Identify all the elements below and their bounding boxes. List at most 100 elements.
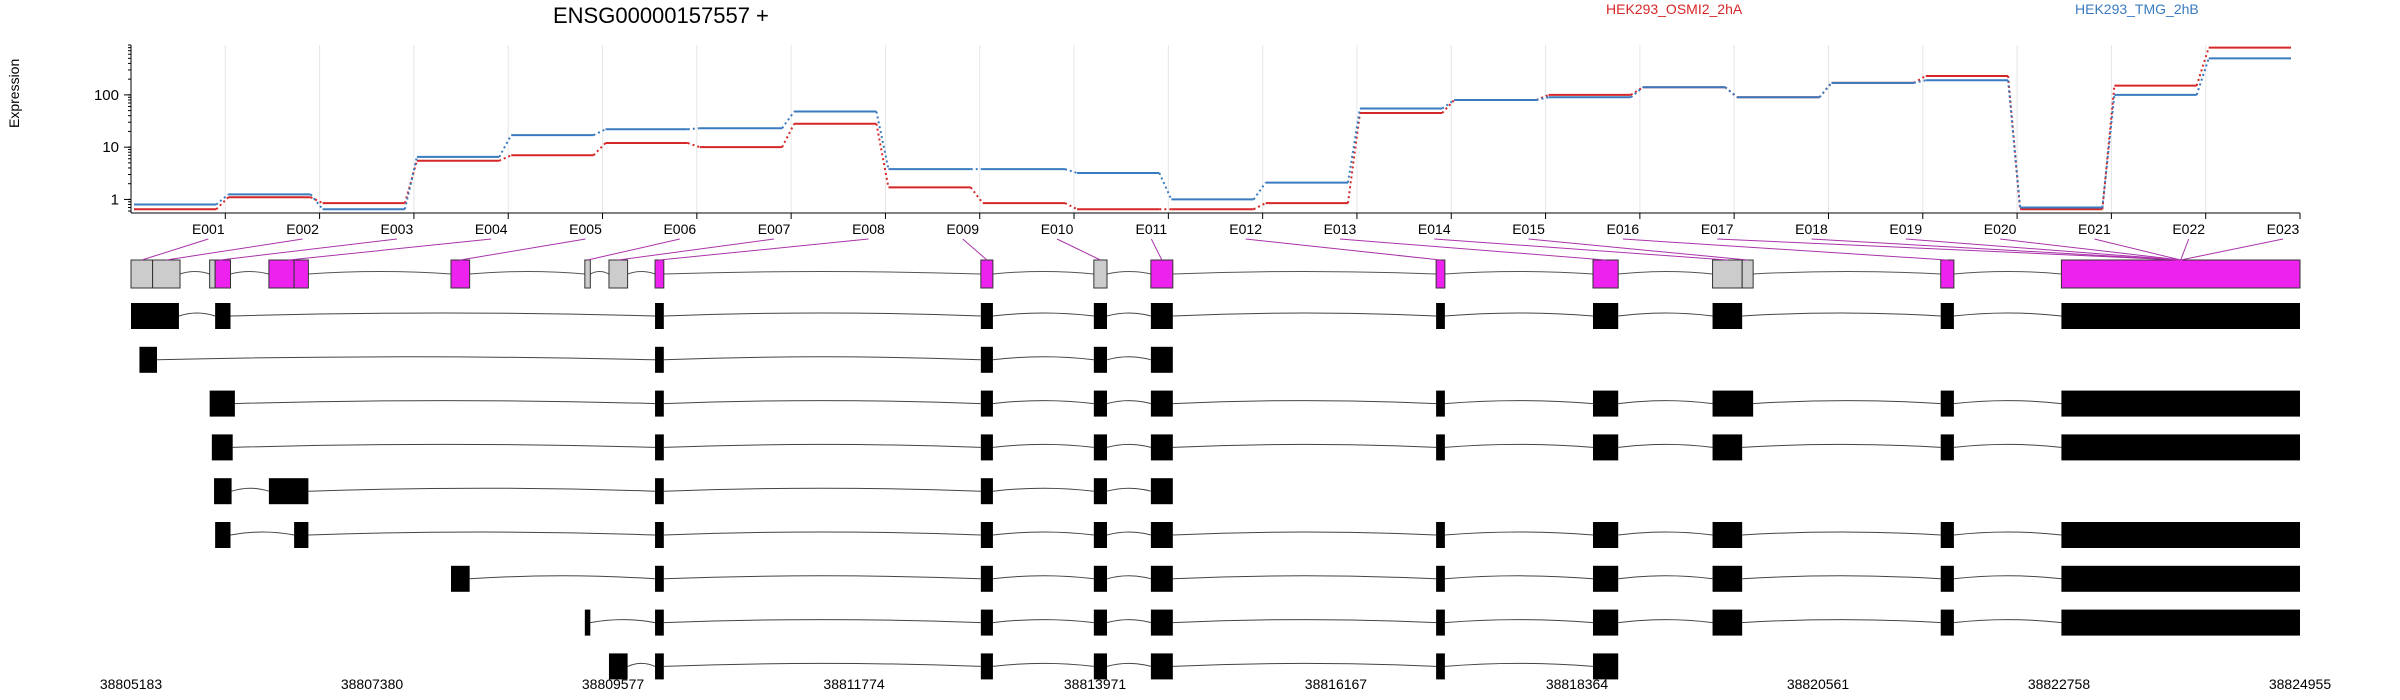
- x-tick-label: E001: [192, 221, 225, 237]
- transcript-intron: [1444, 619, 1594, 624]
- transcript-exon: [1712, 390, 1754, 417]
- transcript-intron: [1172, 312, 1437, 317]
- transcript-exon: [2061, 434, 2300, 461]
- transcript-intron: [1106, 662, 1152, 667]
- series-1-connector: [2195, 47, 2210, 86]
- series-1-connector: [592, 142, 607, 156]
- exon-model-box: [584, 259, 591, 289]
- transcript-intron: [1106, 575, 1152, 580]
- gene-title: ENSG00000157557 +: [553, 3, 769, 28]
- series-2-connector: [1158, 172, 1173, 200]
- transcript-intron: [1444, 443, 1594, 448]
- legend-entry-1: HEK293_OSMI2_2hA: [1606, 1, 1743, 17]
- genomic-tick-label: 38805183: [100, 676, 163, 692]
- exon-connector-line: [2094, 238, 2181, 261]
- series-1-connector: [2007, 75, 2022, 210]
- genomic-tick-label: 38818364: [1546, 676, 1609, 692]
- transcript-exon: [1150, 434, 1173, 461]
- transcript-exon: [2061, 565, 2300, 592]
- transcript-exon: [1940, 303, 1954, 329]
- series-2-connector: [875, 111, 890, 170]
- series-1-connector: [1536, 93, 1549, 101]
- transcript-intron: [663, 531, 981, 536]
- transcript-exon: [1093, 390, 1108, 417]
- transcript-intron: [1172, 619, 1437, 624]
- transcript-intron: [1444, 312, 1594, 317]
- intron-line: [1172, 271, 1437, 275]
- transcript-intron: [992, 662, 1094, 667]
- transcript-intron: [1742, 443, 1941, 448]
- transcript-exon: [1150, 522, 1173, 548]
- transcript-intron: [1953, 531, 2062, 536]
- transcript-intron: [1953, 400, 2062, 405]
- y-tick-label: 10: [102, 139, 119, 156]
- transcript-exon: [1592, 522, 1619, 548]
- transcript-exon: [980, 390, 993, 417]
- x-tick-label: E015: [1512, 221, 1545, 237]
- exon-model-box: [1712, 259, 1743, 289]
- y-tick-label: 100: [94, 87, 119, 104]
- series-2-connector: [781, 110, 795, 129]
- series-1-connector: [1064, 202, 1078, 211]
- transcript-intron: [992, 531, 1094, 536]
- series-1-connector: [781, 123, 796, 148]
- intron-line: [663, 271, 981, 275]
- transcript-exon: [1093, 609, 1108, 636]
- transcript-intron: [1953, 312, 2062, 317]
- transcript-exon: [1436, 522, 1445, 548]
- transcript-intron: [663, 312, 981, 317]
- transcript-intron: [992, 356, 1094, 361]
- exon-model-box: [214, 259, 231, 289]
- transcript-exon: [584, 609, 591, 636]
- transcript-intron: [469, 575, 656, 580]
- exon-connector-line: [2180, 238, 2190, 261]
- transcript-exon: [1712, 522, 1743, 548]
- transcript-intron: [992, 575, 1094, 580]
- transcript-exon: [1093, 478, 1108, 505]
- intron-line: [1618, 271, 1713, 275]
- transcript-exon: [980, 434, 993, 461]
- series-1-connector: [1253, 202, 1267, 211]
- intron-line: [1106, 271, 1152, 275]
- transcript-intron: [1106, 312, 1152, 317]
- x-tick-label: E003: [381, 221, 414, 237]
- x-tick-label: E002: [286, 221, 319, 237]
- transcript-exon: [1940, 609, 1954, 636]
- x-tick-label: E021: [2078, 221, 2111, 237]
- transcript-intron: [992, 487, 1094, 492]
- transcript-exon: [1436, 303, 1445, 329]
- transcript-exon: [1093, 303, 1108, 329]
- series-2-connector: [1064, 168, 1078, 174]
- series-1-connector: [310, 196, 324, 205]
- transcript-intron: [1444, 400, 1594, 405]
- transcript-exon: [211, 434, 233, 461]
- exon-model-box: [1150, 259, 1174, 289]
- genomic-tick-label: 38822758: [2028, 676, 2091, 692]
- exon-connector-line: [288, 238, 492, 261]
- transcript-intron: [1953, 575, 2062, 580]
- exon-connector-line: [1528, 238, 1748, 261]
- series-2-connector: [2195, 58, 2210, 96]
- transcript-exon: [655, 303, 664, 329]
- exon-model-box: [654, 259, 665, 289]
- transcript-intron: [1742, 312, 1941, 317]
- genomic-tick-label: 38816167: [1305, 676, 1368, 692]
- genomic-tick-label: 38809577: [582, 676, 645, 692]
- exon-connector-line: [1150, 238, 1163, 261]
- exon-connector-line: [1245, 238, 1441, 261]
- transcript-intron: [1953, 443, 2062, 448]
- transcript-exon: [1592, 434, 1619, 461]
- transcript-intron: [1106, 443, 1152, 448]
- transcript-exon: [980, 303, 993, 329]
- transcript-exon: [2061, 303, 2300, 329]
- transcript-intron: [1753, 400, 1941, 405]
- intron-line: [1953, 271, 2062, 275]
- transcript-exon: [1940, 522, 1954, 548]
- transcript-intron: [1106, 531, 1152, 536]
- series-1-connector: [498, 154, 512, 162]
- intron-line: [1753, 271, 1941, 275]
- transcript-intron: [1444, 531, 1594, 536]
- transcript-exon: [1150, 609, 1173, 636]
